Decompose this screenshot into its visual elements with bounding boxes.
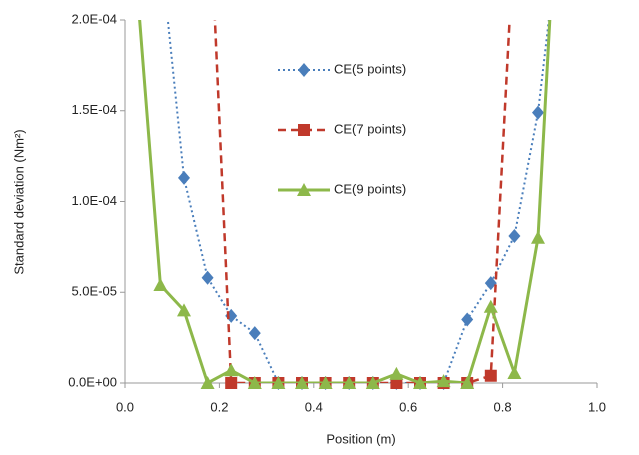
x-tick-label: 0.2	[210, 399, 228, 414]
data-point	[365, 376, 380, 389]
x-tick-label: 1.0	[588, 399, 606, 414]
data-point	[483, 299, 498, 313]
legend-label: CE(7 points)	[334, 121, 406, 136]
legend-marker	[298, 63, 310, 77]
x-tick-label: 0.8	[494, 399, 512, 414]
x-tick-label: 0.6	[399, 399, 417, 414]
data-point	[177, 303, 191, 317]
data-point	[390, 377, 403, 389]
data-point	[436, 374, 451, 388]
y-tick-label: 1.5E-04	[71, 102, 117, 117]
y-tick-label: 5.0E-05	[71, 284, 117, 299]
data-point	[224, 363, 239, 377]
data-point	[295, 376, 309, 389]
legend-marker	[297, 183, 311, 196]
data-point	[460, 376, 475, 389]
x-tick-label: 0.0	[116, 399, 134, 414]
data-point	[507, 366, 522, 380]
y-tick-label: 1.0E-04	[71, 193, 117, 208]
y-tick-label: 0.0E+00	[68, 374, 117, 389]
legend-label: CE(5 points)	[334, 61, 406, 76]
series-line	[166, 20, 550, 383]
legend-label: CE(9 points)	[334, 181, 406, 196]
data-point	[484, 276, 497, 291]
data-point	[531, 230, 545, 244]
data-point	[178, 170, 190, 185]
data-point	[508, 228, 521, 243]
data-point	[200, 376, 215, 389]
data-point	[413, 376, 427, 389]
x-axis-label: Position (m)	[326, 431, 395, 446]
legend-marker	[298, 124, 310, 136]
data-point	[247, 376, 262, 389]
data-point	[532, 105, 544, 120]
x-tick-label: 0.4	[305, 399, 323, 414]
data-point	[484, 369, 497, 382]
data-point	[342, 376, 357, 389]
y-tick-label: 2.0E-04	[71, 11, 117, 26]
data-point	[201, 270, 214, 285]
y-axis-label: Standard deviation (Nm²)	[11, 129, 26, 274]
data-point	[225, 377, 238, 389]
data-point	[389, 366, 404, 380]
data-point	[271, 376, 286, 389]
data-point	[248, 326, 261, 341]
data-point	[461, 312, 474, 327]
data-point	[153, 277, 168, 291]
data-point	[318, 376, 333, 389]
